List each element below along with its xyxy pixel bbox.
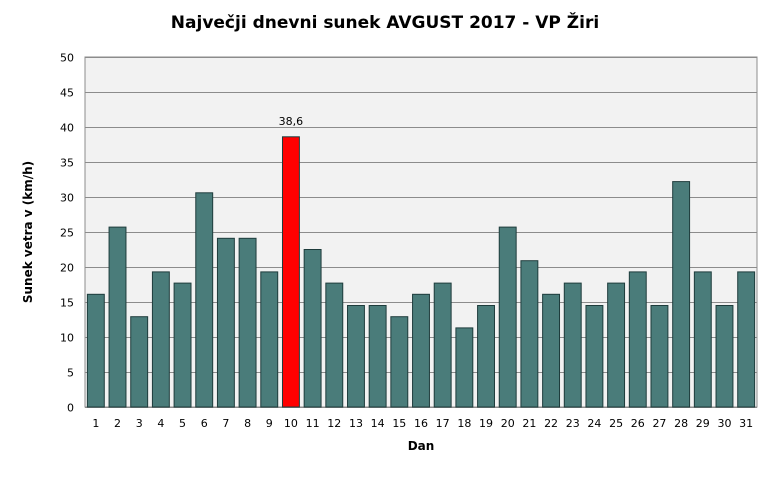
bar: [173, 282, 192, 408]
x-tick-label: 14: [371, 417, 385, 430]
bar: [412, 293, 430, 408]
x-tick-label: 3: [136, 417, 143, 430]
y-tick-label: 25: [60, 227, 74, 240]
x-tick-label: 6: [201, 417, 208, 430]
bar: [628, 271, 647, 408]
bar: [585, 305, 604, 408]
bar: [281, 136, 300, 408]
x-tick-label: 15: [392, 417, 406, 430]
y-tick-labels: 0 5 10 15 20 25 30 35 40 45 50: [60, 52, 74, 415]
x-tick-label: 21: [522, 417, 536, 430]
data-labels: 38,6: [279, 115, 304, 128]
bar: [325, 282, 344, 408]
bar: [477, 305, 495, 408]
bar: [130, 316, 149, 408]
bar: [86, 293, 105, 408]
x-tick-label: 11: [306, 417, 320, 430]
x-tick-label: 2: [114, 417, 121, 430]
x-tick-label: 31: [739, 417, 753, 430]
y-tick-label: 50: [60, 52, 74, 65]
data-label: 38,6: [279, 115, 304, 128]
x-tick-label: 29: [696, 417, 710, 430]
x-tick-label: 16: [414, 417, 428, 430]
x-tick-label: 25: [609, 417, 623, 430]
x-tick-label: 17: [436, 417, 450, 430]
bar: [455, 327, 474, 408]
y-tick-label: 45: [60, 87, 74, 100]
x-tick-label: 5: [179, 417, 186, 430]
x-tick-label: 9: [266, 417, 273, 430]
bar: [347, 305, 365, 408]
x-tick-label: 22: [544, 417, 558, 430]
bar: [368, 305, 387, 408]
y-tick-label: 30: [60, 192, 74, 205]
y-tick-label: 15: [60, 297, 74, 310]
bar: [650, 305, 669, 408]
chart-title: Največji dnevni sunek AVGUST 2017 - VP Ž…: [171, 11, 599, 33]
y-tick-label: 5: [67, 367, 74, 380]
bar: [216, 237, 235, 408]
x-tick-label: 10: [284, 417, 298, 430]
bar: [151, 271, 170, 408]
bar: [715, 305, 734, 408]
x-tick-label: 1: [92, 417, 99, 430]
bar: [195, 192, 214, 408]
y-tick-label: 10: [60, 332, 74, 345]
x-tick-label: 26: [631, 417, 645, 430]
x-tick-label: 12: [327, 417, 341, 430]
x-tick-label: 30: [717, 417, 731, 430]
y-tick-label: 20: [60, 262, 74, 275]
bar: [693, 271, 712, 408]
bar: [737, 271, 756, 408]
y-tick-label: 35: [60, 157, 74, 170]
y-axis-label: Sunek vetra v (km/h): [21, 161, 35, 303]
bars: [86, 136, 756, 408]
y-tick-label: 0: [67, 402, 74, 415]
bar: [260, 271, 279, 408]
x-tick-label: 23: [566, 417, 580, 430]
x-tick-label: 13: [349, 417, 363, 430]
bar: [607, 282, 626, 408]
bar: [498, 226, 517, 408]
bar: [390, 316, 409, 408]
x-tick-labels: 1 2 3 4 5 6 7 8 9 10 11 12 13 14 15 16 17 18 19 20 21 22 23 24 2…: [92, 417, 753, 430]
bar: [433, 282, 452, 408]
bar: [108, 226, 127, 408]
bar: [303, 249, 322, 408]
x-tick-label: 28: [674, 417, 688, 430]
x-tick-label: 24: [587, 417, 601, 430]
bar: [563, 282, 582, 408]
x-tick-label: 4: [157, 417, 164, 430]
bar: [672, 181, 691, 408]
x-tick-label: 27: [652, 417, 666, 430]
x-tick-label: 18: [457, 417, 471, 430]
x-tick-label: 8: [244, 417, 251, 430]
x-tick-label: 7: [222, 417, 229, 430]
y-tick-label: 40: [60, 122, 74, 135]
x-axis-label: Dan: [408, 439, 435, 453]
bar: [520, 260, 539, 408]
bar: [542, 293, 561, 408]
bar: [238, 237, 257, 408]
x-tick-label: 20: [501, 417, 515, 430]
x-tick-label: 19: [479, 417, 493, 430]
